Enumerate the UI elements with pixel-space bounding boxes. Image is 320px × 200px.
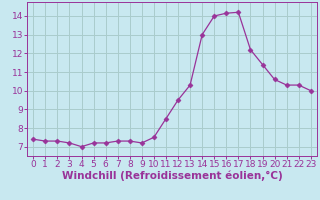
X-axis label: Windchill (Refroidissement éolien,°C): Windchill (Refroidissement éolien,°C) [62,171,282,181]
